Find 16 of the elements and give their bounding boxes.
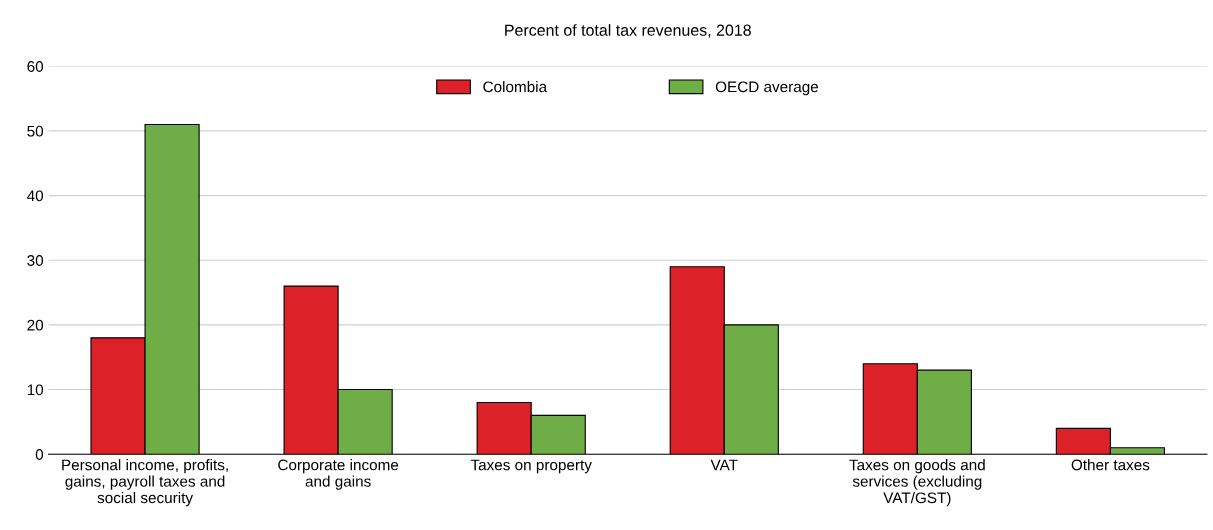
y-tick-label: 10 <box>27 384 44 396</box>
y-tick-label: 60 <box>27 61 44 72</box>
x-tick-label: VAT <box>710 459 738 471</box>
x-tick-label: Taxes on goods and services (excluding VAT/GST) <box>849 459 985 507</box>
y-tick-label: 0 <box>35 449 44 460</box>
x-tick-label: Taxes on property <box>470 459 592 474</box>
x-tick-label: Other taxes <box>1071 459 1150 471</box>
x-tick-label: Corporate income and gains <box>278 459 399 490</box>
x-tick-label: Personal income, profits, gains, payroll taxes and social security <box>62 459 228 507</box>
y-tick-label: 30 <box>27 255 44 266</box>
y-tick-label: 40 <box>27 190 44 202</box>
legend-label: OECD average <box>715 81 819 96</box>
y-tick-label: 50 <box>27 125 44 137</box>
y-tick-label: 20 <box>27 319 44 331</box>
legend-label: Colombia <box>483 81 548 93</box>
chart-title: Percent of total tax revenues, 2018 <box>505 24 751 38</box>
